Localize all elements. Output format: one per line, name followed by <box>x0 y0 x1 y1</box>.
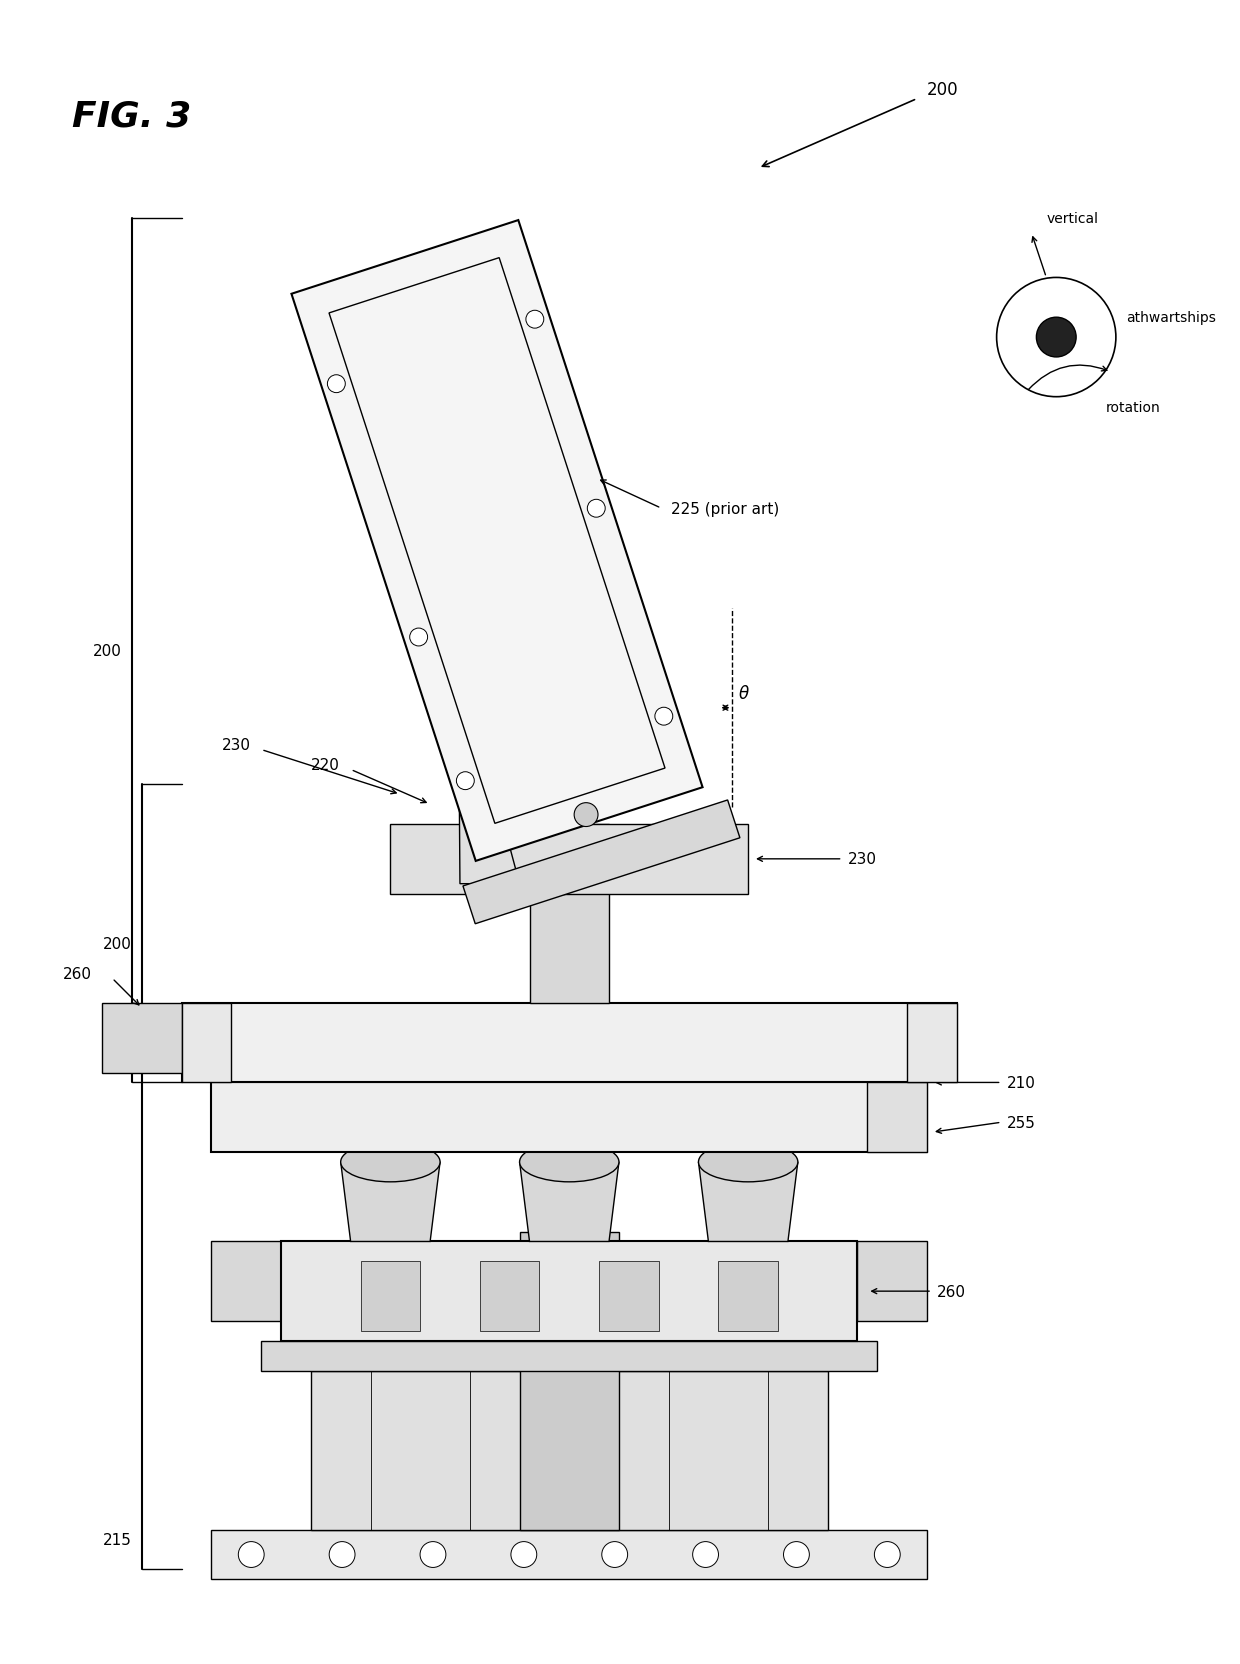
Text: rotation: rotation <box>1106 401 1161 414</box>
Text: θ: θ <box>738 684 749 702</box>
Circle shape <box>511 1541 537 1567</box>
Circle shape <box>327 376 345 393</box>
Circle shape <box>456 772 474 790</box>
Polygon shape <box>459 809 520 884</box>
Circle shape <box>420 1541 446 1567</box>
Polygon shape <box>291 221 703 862</box>
Circle shape <box>588 499 605 518</box>
Text: 230: 230 <box>848 852 877 867</box>
Bar <box>212 1241 281 1321</box>
Text: 225 (prior art): 225 (prior art) <box>671 501 780 516</box>
Bar <box>262 1341 878 1371</box>
Circle shape <box>601 1541 627 1567</box>
Circle shape <box>409 629 428 647</box>
Polygon shape <box>698 1161 797 1241</box>
Bar <box>520 1231 619 1529</box>
Bar <box>311 1371 827 1529</box>
Circle shape <box>1037 318 1076 358</box>
Text: 260: 260 <box>937 1285 966 1300</box>
Text: 255: 255 <box>1007 1115 1035 1130</box>
Text: 200: 200 <box>93 644 122 659</box>
Bar <box>102 1003 182 1073</box>
Circle shape <box>526 311 544 329</box>
Text: 215: 215 <box>103 1533 131 1548</box>
Bar <box>281 1241 858 1341</box>
Ellipse shape <box>520 1143 619 1181</box>
Text: 210: 210 <box>1007 1075 1035 1090</box>
Bar <box>182 1003 232 1083</box>
Text: FIG. 3: FIG. 3 <box>72 100 192 133</box>
Bar <box>908 1003 957 1083</box>
Circle shape <box>874 1541 900 1567</box>
Bar <box>529 825 609 1003</box>
Polygon shape <box>341 1161 440 1241</box>
Bar <box>391 825 748 894</box>
Text: vertical: vertical <box>1047 211 1099 226</box>
Bar <box>858 1241 928 1321</box>
Bar <box>599 1261 658 1331</box>
Bar <box>868 1083 928 1153</box>
Text: 220: 220 <box>311 757 340 772</box>
Bar <box>361 1261 420 1331</box>
Bar <box>182 1003 957 1083</box>
Polygon shape <box>520 1161 619 1241</box>
Circle shape <box>238 1541 264 1567</box>
Bar <box>718 1261 777 1331</box>
Circle shape <box>655 707 673 726</box>
Text: 200: 200 <box>928 80 959 98</box>
Text: athwartships: athwartships <box>1126 311 1215 324</box>
Bar <box>480 1261 539 1331</box>
Circle shape <box>693 1541 718 1567</box>
Circle shape <box>784 1541 810 1567</box>
Circle shape <box>997 278 1116 398</box>
Ellipse shape <box>698 1143 797 1181</box>
Bar <box>212 1083 928 1153</box>
Text: 230: 230 <box>222 737 252 752</box>
Circle shape <box>329 1541 355 1567</box>
Ellipse shape <box>341 1143 440 1181</box>
Bar <box>212 1529 928 1579</box>
Text: 260: 260 <box>63 967 92 982</box>
Polygon shape <box>463 800 740 924</box>
Text: 200: 200 <box>103 937 131 952</box>
Circle shape <box>574 804 598 827</box>
